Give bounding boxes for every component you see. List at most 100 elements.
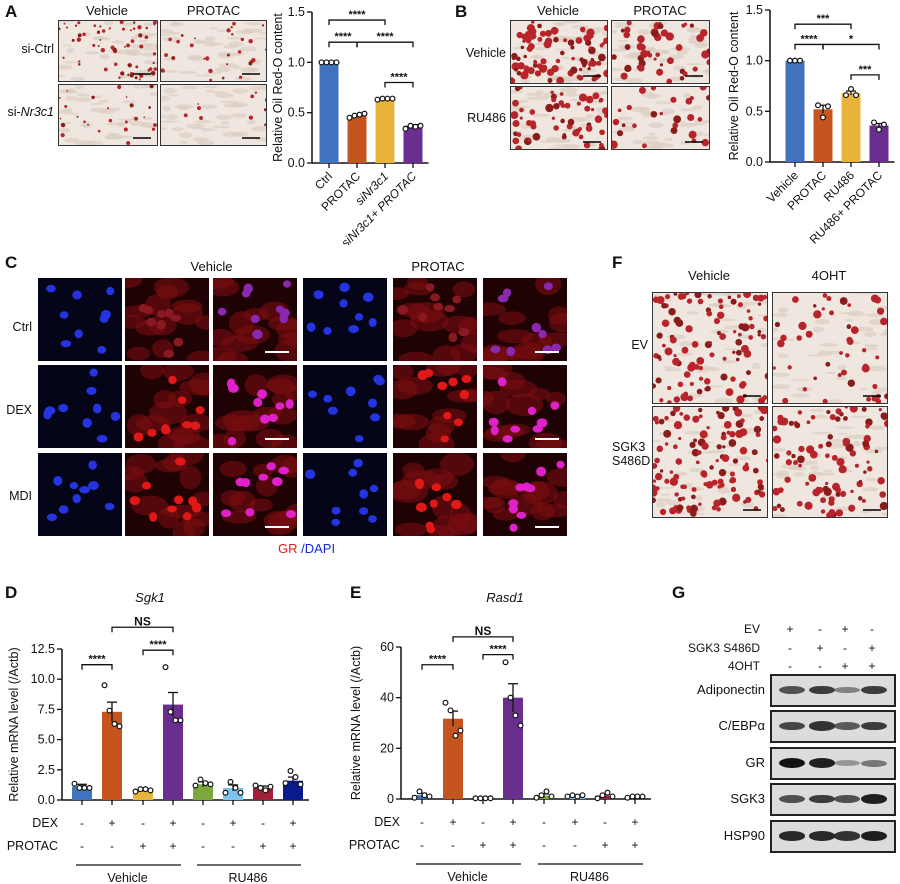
lipid-droplet bbox=[576, 101, 581, 106]
lipid-droplet bbox=[248, 61, 253, 66]
lipid-droplet bbox=[592, 92, 600, 100]
lipid-droplet bbox=[512, 99, 519, 107]
lipid-droplet bbox=[519, 107, 524, 113]
lipid-droplet bbox=[570, 66, 578, 74]
lipid-droplet bbox=[517, 62, 525, 70]
merge-image bbox=[483, 453, 567, 536]
lipid-droplet bbox=[682, 396, 686, 400]
lipid-droplet bbox=[874, 449, 879, 454]
nucleus bbox=[348, 325, 359, 334]
lipid-droplet bbox=[254, 91, 258, 94]
gr-image bbox=[393, 365, 477, 448]
lipid-droplet bbox=[655, 52, 660, 58]
lipid-droplet bbox=[623, 31, 631, 39]
cytoplasm bbox=[131, 495, 169, 516]
lipid-droplet bbox=[706, 59, 709, 66]
cytoplasm bbox=[483, 496, 503, 509]
lipid-droplet bbox=[854, 463, 859, 468]
lane-sign: - bbox=[870, 622, 874, 636]
lipid-droplet bbox=[584, 105, 591, 112]
lipid-droplet bbox=[779, 507, 785, 513]
lipid-droplet bbox=[884, 420, 887, 428]
nucleus bbox=[72, 290, 82, 300]
nucleus bbox=[72, 493, 81, 504]
nucleus bbox=[461, 374, 472, 383]
bar bbox=[72, 786, 92, 800]
data-point bbox=[252, 782, 259, 789]
lipid-droplet bbox=[528, 42, 535, 50]
lipid-droplet bbox=[675, 44, 683, 51]
lipid-droplet bbox=[604, 113, 607, 118]
data-point bbox=[447, 707, 454, 714]
cytoplasm bbox=[483, 302, 506, 316]
lipid-droplet bbox=[512, 120, 520, 128]
lipid-droplet bbox=[791, 453, 796, 459]
lipid-droplet bbox=[847, 379, 856, 387]
lipid-droplet bbox=[788, 420, 794, 426]
nucleus bbox=[354, 313, 364, 321]
nucleus bbox=[538, 329, 547, 339]
nucleus bbox=[551, 343, 562, 352]
data-point bbox=[853, 92, 860, 99]
lipid-droplet bbox=[612, 140, 618, 149]
lipid-droplet bbox=[774, 321, 781, 328]
bar bbox=[785, 60, 805, 162]
protein-band bbox=[809, 721, 835, 731]
lipid-droplet bbox=[655, 377, 662, 384]
oil-red-image-a-si-protac bbox=[160, 84, 267, 146]
gr-image bbox=[125, 278, 209, 361]
lipid-droplet bbox=[786, 450, 792, 456]
lipid-droplet bbox=[877, 477, 885, 485]
lipid-droplet bbox=[698, 414, 703, 419]
lipid-droplet bbox=[669, 336, 677, 344]
bar bbox=[841, 93, 861, 162]
data-point bbox=[819, 114, 826, 121]
lipid-droplet bbox=[879, 491, 886, 498]
nucleus bbox=[226, 378, 236, 389]
lipid-droplet bbox=[691, 494, 696, 500]
bar bbox=[319, 62, 339, 164]
nucleus bbox=[490, 345, 501, 354]
lipid-droplet bbox=[588, 46, 592, 50]
lipid-droplet bbox=[773, 425, 778, 432]
nucleus bbox=[74, 329, 83, 339]
lipid-droplet bbox=[153, 123, 157, 127]
nucleus bbox=[177, 396, 187, 404]
significance-bracket bbox=[822, 43, 880, 50]
lipid-droplet bbox=[846, 324, 852, 330]
chart-d-sgk1-mrna: Sgk1 0.0 2.5 5.0 7.5 10.0 12.5 Relative mRNA le… bbox=[7, 590, 309, 884]
nucleus bbox=[163, 349, 175, 358]
nucleus bbox=[327, 406, 338, 415]
lipid-droplet bbox=[763, 315, 767, 322]
lipid-droplet bbox=[183, 113, 188, 118]
cytoplasm bbox=[508, 345, 545, 361]
lipid-droplet bbox=[663, 429, 672, 438]
lipid-droplet bbox=[621, 123, 626, 128]
cytoplasm bbox=[220, 335, 258, 353]
bar bbox=[375, 98, 395, 163]
significance-label: **** bbox=[88, 654, 106, 666]
nucleus bbox=[443, 411, 452, 420]
lipid-droplet bbox=[706, 48, 709, 53]
nucleus bbox=[282, 280, 292, 288]
lipid-droplet bbox=[739, 428, 748, 437]
significance-label: **** bbox=[149, 639, 167, 651]
nucleus bbox=[285, 399, 294, 409]
cytoplasm bbox=[395, 522, 427, 536]
nucleus bbox=[46, 513, 58, 522]
y-tick-label: 0.0 bbox=[288, 156, 305, 170]
lipid-droplet bbox=[545, 29, 552, 37]
lipid-droplet bbox=[693, 438, 697, 443]
y-axis-label: Relative Oil Red-O content bbox=[271, 13, 285, 162]
lipid-droplet bbox=[765, 458, 767, 463]
lipid-droplet bbox=[594, 115, 603, 123]
lipid-droplet bbox=[143, 116, 146, 119]
cytoplasm bbox=[409, 310, 450, 332]
cytoplasm bbox=[188, 372, 209, 396]
significance-bracket bbox=[384, 81, 414, 88]
data-point bbox=[202, 780, 209, 787]
lipid-droplet bbox=[826, 409, 831, 415]
cytoplasm bbox=[125, 314, 147, 329]
lipid-droplet bbox=[798, 463, 802, 468]
